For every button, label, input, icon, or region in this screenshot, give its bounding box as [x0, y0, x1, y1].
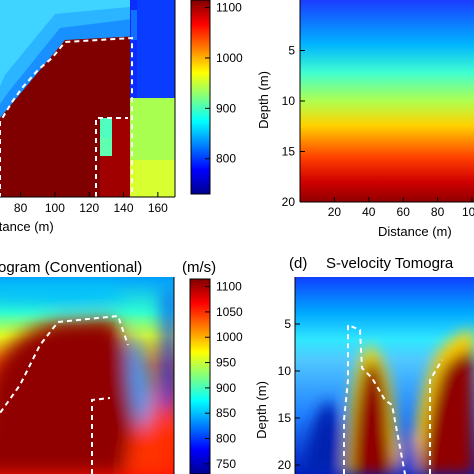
x-tick-label: 100 — [462, 205, 474, 219]
x-tick-label: 80 — [14, 201, 28, 215]
panel-d-boundary-right — [429, 359, 443, 474]
y-tick-label: 10 — [278, 364, 292, 378]
panel-b-xlabel: Distance (m) — [378, 224, 452, 239]
x-tick-label: 40 — [362, 205, 376, 219]
panel-b: 5 10 15 20 20 40 60 80 100 Depth (m) Distance (… — [256, 0, 474, 239]
panel-a-heatmap — [0, 0, 175, 197]
colorbar-tick-label: 1100 — [216, 280, 242, 294]
y-tick-label: 20 — [282, 195, 296, 209]
panel-b-y-ticks: 5 10 15 20 — [282, 44, 305, 209]
y-tick-label: 5 — [288, 44, 295, 58]
y-tick-label: 10 — [282, 94, 296, 108]
panel-c: ogram (Conventional) — [0, 259, 175, 474]
colorbar-c: (m/s) 750 800 850 900 950 1000 1050 1100 — [182, 259, 243, 474]
colorbar-tick-label: 900 — [216, 101, 236, 115]
colorbar-tick-label: 750 — [216, 457, 236, 471]
y-tick-label: 5 — [284, 317, 291, 331]
colorbar-c-ticks: 750 800 850 900 950 1000 1050 1100 — [205, 280, 243, 471]
colorbar-tick-label: 1000 — [216, 330, 243, 344]
colorbar-tick-label: 850 — [216, 406, 236, 420]
colorbar-tick-label: 900 — [216, 381, 236, 395]
colorbar-tick-label: 1100 — [216, 1, 242, 15]
colorbar-tick-label: 1000 — [216, 51, 243, 65]
x-tick-label: 20 — [328, 205, 342, 219]
panel-b-heatmap — [300, 0, 474, 202]
panel-a: 80 100 120 140 160 Distance (m) — [0, 0, 176, 234]
panel-c-title: ogram (Conventional) — [0, 259, 142, 276]
x-tick-label: 140 — [114, 201, 134, 215]
panel-d-y-ticks: 5 10 15 20 — [278, 317, 300, 472]
x-tick-label: 100 — [45, 201, 65, 215]
panel-c-heatmap — [0, 277, 174, 474]
panel-d: (d) S-velocity Tomogra 5 10 15 20 Depth (m) — [254, 255, 474, 474]
panel-d-title: S-velocity Tomogra — [326, 255, 454, 272]
colorbar-a-ticks: 800 900 1000 1100 — [205, 1, 243, 166]
colorbar-c-unit: (m/s) — [182, 259, 216, 276]
colorbar-a-gradient — [190, 0, 211, 195]
panel-b-x-ticks: 20 40 60 80 100 — [328, 197, 474, 219]
y-tick-label: 15 — [278, 411, 292, 425]
panel-d-heatmap — [295, 277, 474, 474]
y-tick-label: 15 — [282, 145, 296, 159]
colorbar-tick-label: 800 — [216, 432, 236, 446]
colorbar-tick-label: 800 — [216, 152, 236, 166]
y-tick-label: 20 — [278, 458, 292, 472]
colorbar-tick-label: 950 — [216, 356, 236, 370]
x-tick-label: 120 — [79, 201, 99, 215]
panel-a-boundary — [0, 36, 133, 198]
x-tick-label: 80 — [431, 205, 445, 219]
x-tick-label: 160 — [148, 201, 168, 215]
panel-c-boundary — [0, 314, 129, 415]
panel-a-xlabel: Distance (m) — [0, 219, 54, 234]
panel-a-x-ticks: 80 100 120 140 160 — [14, 192, 168, 215]
panel-d-ylabel: Depth (m) — [254, 381, 269, 439]
colorbar-tick-label: 1050 — [216, 305, 243, 319]
panel-a-inner-boundary — [95, 117, 128, 197]
colorbar-c-gradient — [189, 278, 211, 474]
panel-c-inner-boundary — [91, 397, 111, 474]
colorbar-a: 800 900 1000 1100 — [190, 0, 243, 195]
panel-d-boundary-left — [343, 323, 406, 474]
panel-d-label: (d) — [289, 255, 307, 272]
panel-b-ylabel: Depth (m) — [256, 71, 271, 129]
x-tick-label: 60 — [397, 205, 411, 219]
